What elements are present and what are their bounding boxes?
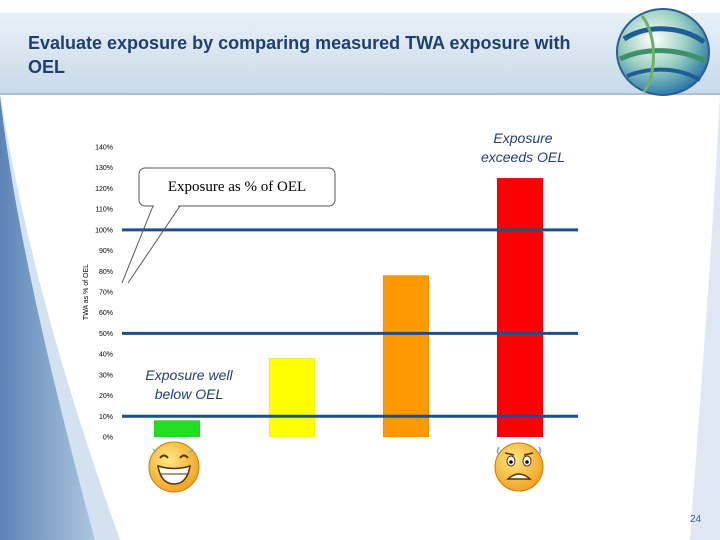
worried-face-icon — [494, 442, 544, 492]
y-tick-label: 70% — [99, 290, 113, 297]
exceeds-annotation-line-2: exceeds OEL — [481, 149, 565, 165]
below-annotation-line-1: Exposure well — [145, 367, 233, 383]
bar — [153, 420, 201, 438]
y-axis-tick-labels: 0% 10% 20% 30% 40% 50% 60% 70% 80% 90% 100% 110% 120… — [95, 145, 113, 442]
globe-logo-icon — [616, 8, 710, 96]
callout-text: Exposure as % of OEL — [168, 179, 306, 195]
y-tick-label: 30% — [99, 372, 113, 379]
y-tick-label: 10% — [99, 414, 113, 421]
y-tick-label: 130% — [95, 165, 113, 172]
bars-group — [153, 177, 544, 438]
bar — [268, 358, 316, 438]
header-band — [0, 13, 720, 95]
bar — [382, 275, 430, 438]
y-tick-label: 120% — [95, 186, 113, 193]
bar — [496, 177, 544, 438]
below-annotation-line-2: below OEL — [155, 386, 223, 402]
y-tick-label: 50% — [99, 331, 113, 338]
page-number: 24 — [690, 514, 702, 525]
reference-lines — [122, 228, 578, 418]
y-tick-label: 90% — [99, 248, 113, 255]
slide-title: Evaluate exposure by comparing measured … — [28, 33, 571, 77]
y-tick-label: 140% — [95, 145, 113, 152]
callout: Exposure as % of OEL — [121, 167, 336, 284]
y-tick-label: 110% — [96, 207, 113, 214]
y-tick-label: 60% — [99, 310, 113, 317]
y-tick-label: 20% — [99, 393, 113, 400]
laughing-face-icon — [148, 441, 200, 493]
exceeds-annotation-line-1: Exposure — [493, 130, 552, 146]
y-tick-label: 100% — [95, 227, 113, 234]
y-tick-label: 80% — [99, 269, 113, 276]
y-tick-label: 0% — [103, 435, 113, 442]
y-tick-label: 40% — [99, 352, 113, 359]
y-axis-label: TWA as % of OEL — [83, 264, 90, 320]
